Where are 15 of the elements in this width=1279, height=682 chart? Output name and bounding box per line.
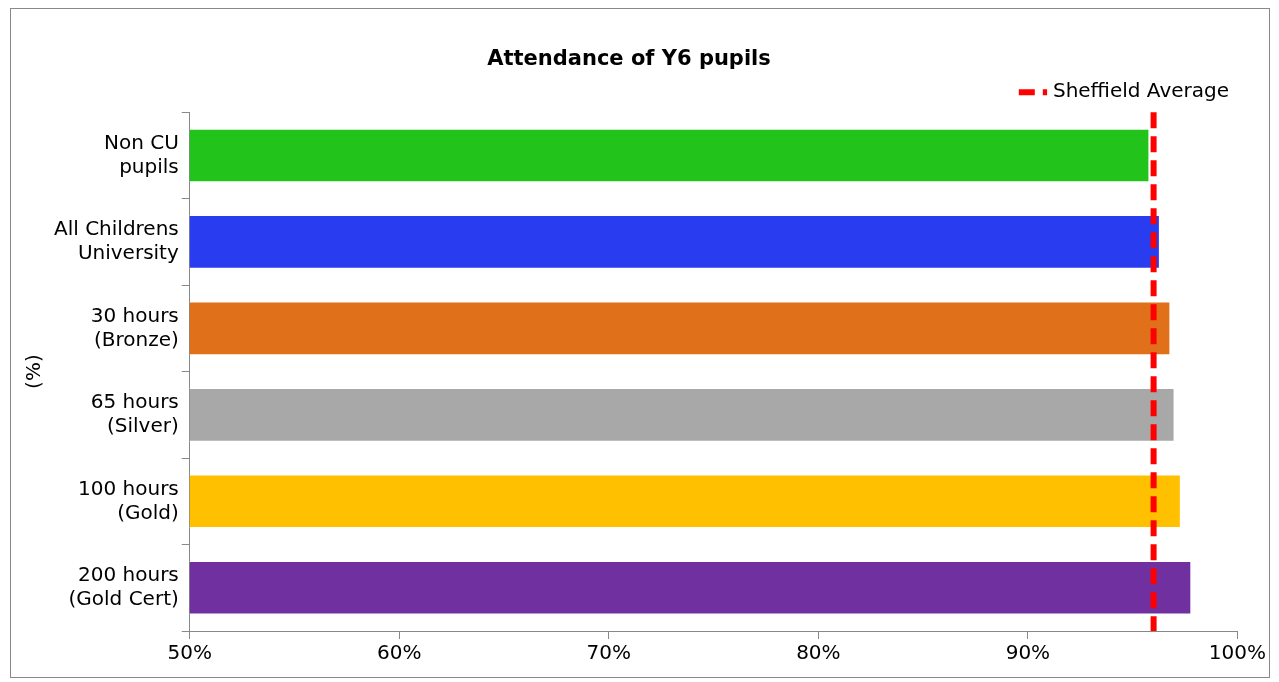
y-tick-label: 30 hours (Bronze)	[90, 302, 179, 351]
y-tick-label: 65 hours (Silver)	[90, 389, 179, 438]
y-tick-label: 100 hours (Gold)	[78, 475, 179, 524]
y-tick-label: Non CU pupils	[103, 129, 179, 178]
x-tick-label: 70%	[586, 640, 632, 665]
x-tick-label: 90%	[1005, 640, 1051, 665]
y-tick-label: All Childrens University	[53, 216, 179, 265]
y-tick-label: 200 hours (Gold Cert)	[68, 561, 179, 610]
x-tick-label: 60%	[377, 640, 422, 665]
x-tick-label: 50%	[167, 640, 213, 665]
x-tick-label: 100%	[1208, 640, 1266, 665]
x-tick-label: 80%	[796, 640, 841, 665]
ref-line-label: Sheffield Average	[1052, 78, 1230, 103]
chart-title: Attendance of Y6 pupils	[487, 46, 771, 71]
y-axis-title: (%)	[21, 354, 46, 389]
